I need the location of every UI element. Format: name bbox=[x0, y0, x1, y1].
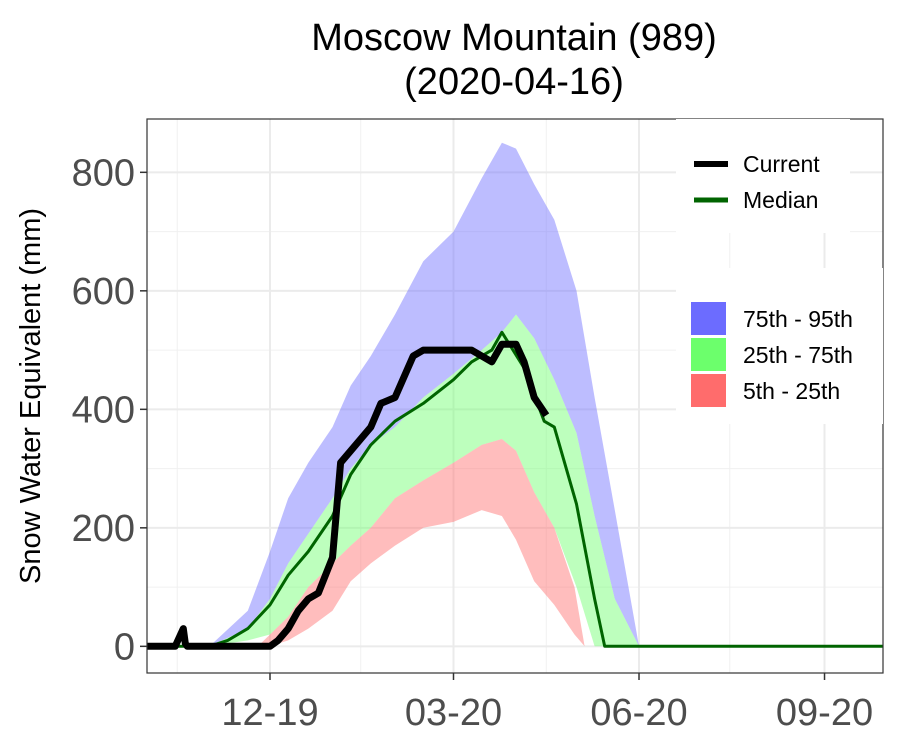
legend-lines: Current Median bbox=[676, 119, 850, 233]
median-line bbox=[147, 330, 883, 648]
x-tick-label: 06-20 bbox=[590, 692, 687, 734]
y-axis: 0 200 400 600 800 bbox=[72, 152, 147, 668]
y-tick-label: 800 bbox=[72, 152, 135, 194]
legend-label-25-75: 25th - 75th bbox=[743, 342, 853, 368]
x-tick-label: 12-19 bbox=[221, 692, 318, 734]
legend-key-75-95 bbox=[691, 302, 726, 335]
x-tick-label: 03-20 bbox=[405, 692, 502, 734]
legend-label-75-95: 75th - 95th bbox=[743, 306, 853, 332]
x-tick-label: 09-20 bbox=[776, 692, 873, 734]
current-line bbox=[147, 340, 550, 650]
y-axis-label: Snow Water Equivalent (mm) bbox=[15, 208, 47, 584]
y-tick-label: 400 bbox=[72, 389, 135, 431]
x-axis: 12-19 03-20 06-20 09-20 bbox=[221, 673, 873, 734]
chart-title-line1: Moscow Mountain (989) bbox=[311, 17, 717, 59]
y-tick-label: 0 bbox=[114, 626, 135, 668]
legend-bands: 75th - 95th 25th - 75th 5th - 25th bbox=[676, 268, 883, 424]
band-p75_95 bbox=[147, 142, 883, 647]
legend-lines-box bbox=[676, 119, 850, 233]
y-tick-label: 200 bbox=[72, 508, 135, 550]
series-lines bbox=[147, 330, 883, 650]
chart-title-line2: (2020-04-16) bbox=[404, 61, 624, 103]
legend-key-25-75 bbox=[691, 338, 726, 371]
legend-label-median: Median bbox=[743, 187, 818, 213]
y-tick-label: 600 bbox=[72, 271, 135, 313]
band-p5_25 bbox=[147, 439, 883, 647]
legend-label-5-25: 5th - 25th bbox=[743, 378, 840, 404]
legend-label-current: Current bbox=[743, 151, 820, 177]
legend-key-5-25 bbox=[691, 374, 726, 407]
